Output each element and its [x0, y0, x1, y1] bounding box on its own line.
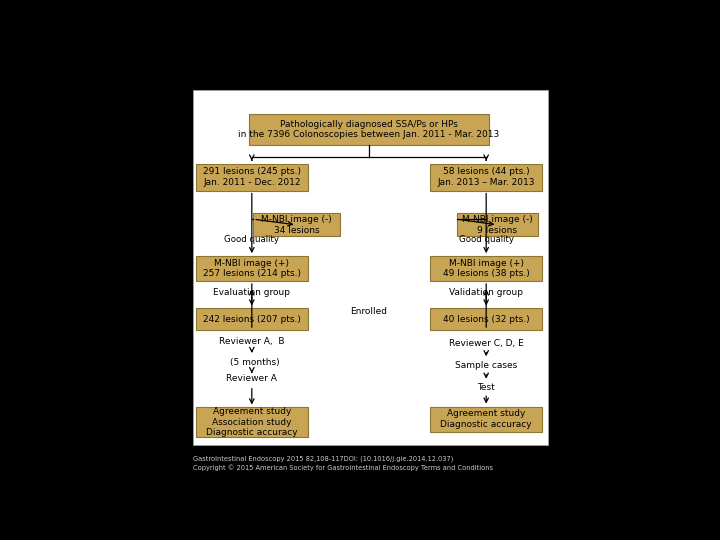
Text: Agreement study
Diagnostic accuracy: Agreement study Diagnostic accuracy — [441, 409, 532, 429]
Text: (5 months): (5 months) — [230, 357, 279, 367]
Text: Enrolled: Enrolled — [351, 307, 387, 316]
FancyBboxPatch shape — [196, 256, 307, 281]
FancyBboxPatch shape — [249, 113, 489, 145]
Text: Gastrointestinal Endoscopy 2015 82,108-117DOI: (10.1016/j.gie.2014.12.037): Gastrointestinal Endoscopy 2015 82,108-1… — [193, 456, 454, 462]
Text: 242 lesions (207 pts.): 242 lesions (207 pts.) — [203, 315, 301, 324]
Text: M-NBI image (-)
9 lesions: M-NBI image (-) 9 lesions — [462, 215, 533, 234]
Text: Pathologically diagnosed SSA/Ps or HPs
in the 7396 Colonoscopies between Jan. 20: Pathologically diagnosed SSA/Ps or HPs i… — [238, 119, 500, 139]
Text: Sample cases: Sample cases — [455, 361, 517, 369]
FancyBboxPatch shape — [196, 308, 307, 330]
FancyBboxPatch shape — [431, 407, 542, 431]
FancyBboxPatch shape — [431, 308, 542, 330]
FancyBboxPatch shape — [253, 213, 340, 237]
FancyBboxPatch shape — [193, 90, 548, 445]
Text: Good quality: Good quality — [459, 235, 513, 244]
FancyBboxPatch shape — [196, 164, 307, 191]
Text: 58 lesions (44 pts.)
Jan. 2013 – Mar. 2013: 58 lesions (44 pts.) Jan. 2013 – Mar. 20… — [438, 167, 535, 187]
Text: Evaluation group: Evaluation group — [213, 288, 290, 297]
Text: M-NBI image (+)
49 lesions (38 pts.): M-NBI image (+) 49 lesions (38 pts.) — [443, 259, 529, 278]
Text: M-NBI image (+)
257 lesions (214 pts.): M-NBI image (+) 257 lesions (214 pts.) — [203, 259, 301, 278]
Text: Reviewer A: Reviewer A — [226, 374, 277, 383]
FancyBboxPatch shape — [196, 407, 307, 437]
Text: 291 lesions (245 pts.)
Jan. 2011 - Dec. 2012: 291 lesions (245 pts.) Jan. 2011 - Dec. … — [203, 167, 301, 187]
Text: Reviewer A,  B: Reviewer A, B — [219, 337, 284, 346]
Text: 40 lesions (32 pts.): 40 lesions (32 pts.) — [443, 315, 529, 324]
Text: Reviewer C, D, E: Reviewer C, D, E — [449, 339, 523, 348]
Text: M-NBI image (-)
34 lesions: M-NBI image (-) 34 lesions — [261, 215, 332, 234]
Text: Copyright © 2015 American Society for Gastrointestinal Endoscopy Terms and Condi: Copyright © 2015 American Society for Ga… — [193, 465, 493, 471]
FancyBboxPatch shape — [457, 213, 538, 237]
Text: Figure 1: Figure 1 — [344, 77, 394, 90]
FancyBboxPatch shape — [431, 256, 542, 281]
FancyBboxPatch shape — [431, 164, 542, 191]
Text: Validation group: Validation group — [449, 288, 523, 297]
Text: Agreement study
Association study
Diagnostic accuracy: Agreement study Association study Diagno… — [206, 408, 297, 437]
Text: Good quality: Good quality — [225, 235, 279, 244]
Text: Test: Test — [477, 382, 495, 392]
